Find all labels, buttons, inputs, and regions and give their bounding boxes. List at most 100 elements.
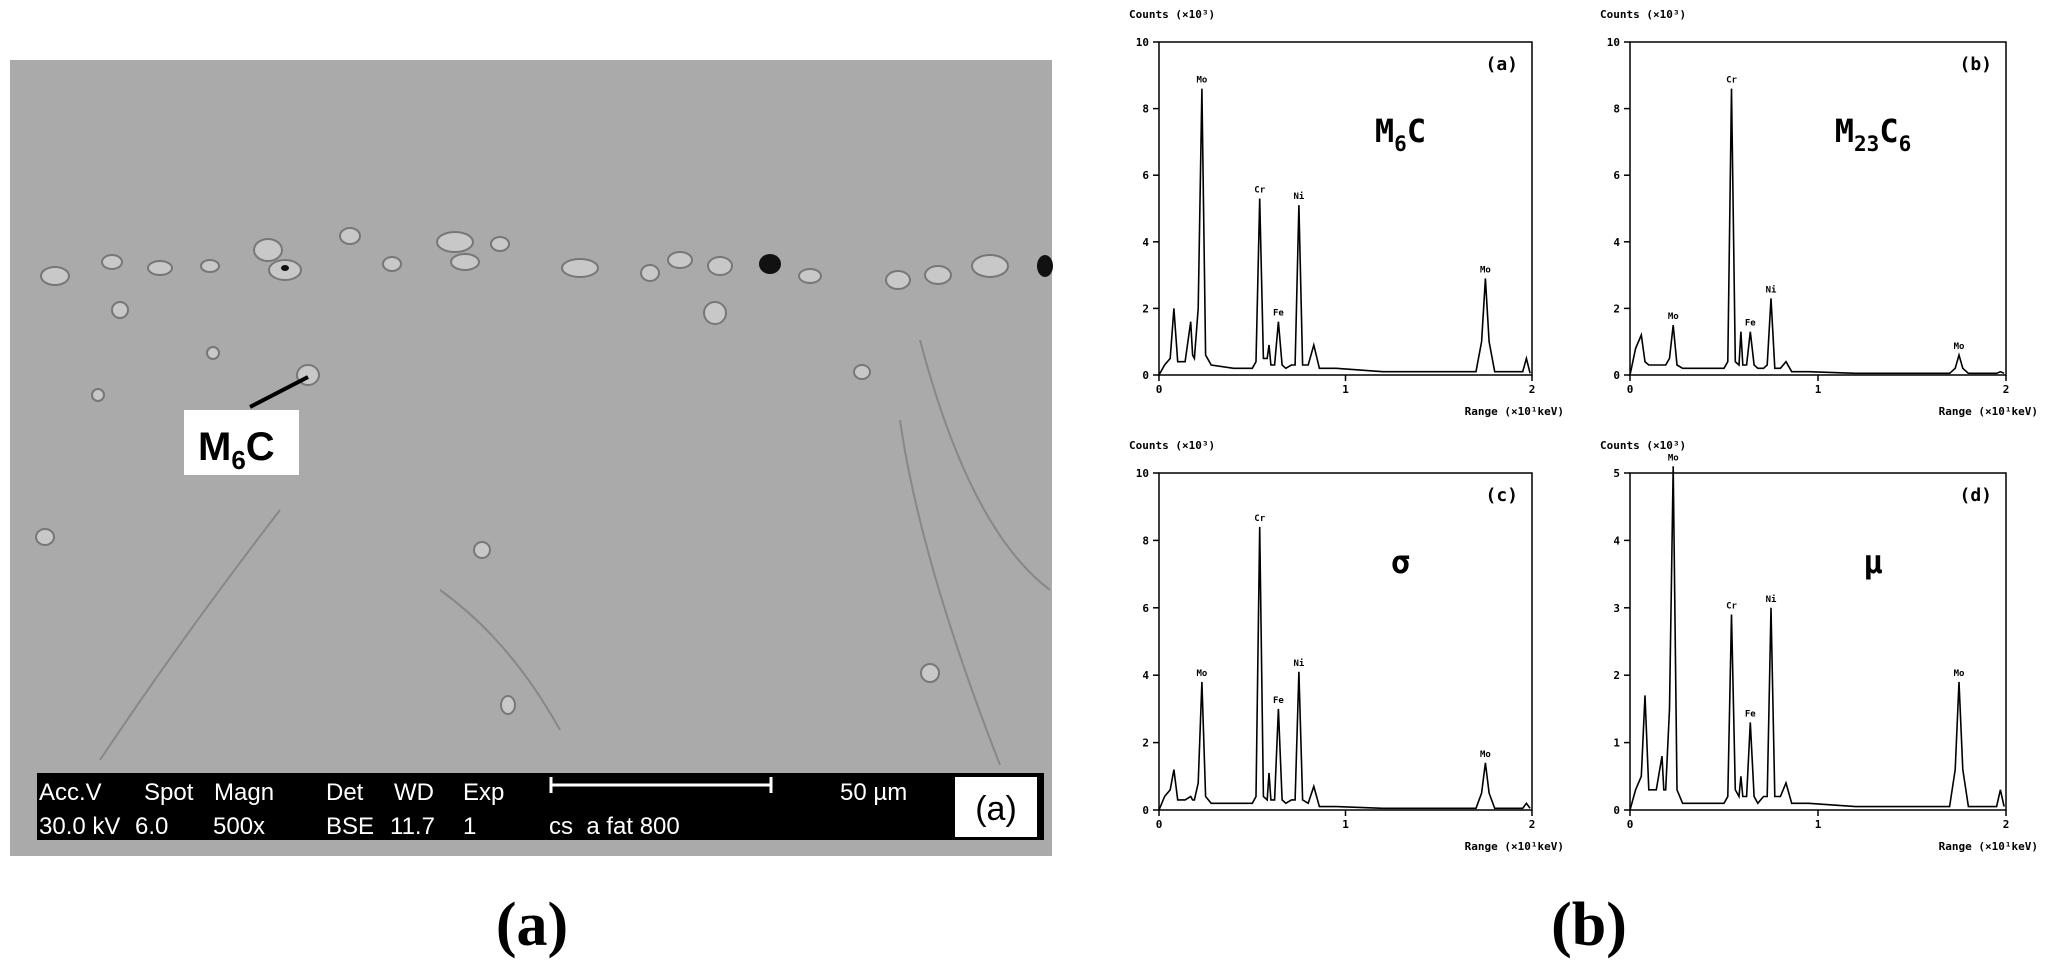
info-bar: [37, 773, 1044, 840]
peak-label: Fe: [1273, 696, 1284, 706]
y-tick-label: 10: [1136, 36, 1149, 49]
marker-part: 6: [231, 445, 245, 475]
y-tick-label: 6: [1142, 602, 1149, 615]
info-value: 500x: [213, 813, 265, 840]
peak-label: Mo: [1668, 312, 1679, 322]
x-tick-label: 0: [1156, 383, 1163, 396]
phase-label-part: 6: [1899, 132, 1912, 156]
panel-tag: (a): [1485, 54, 1518, 75]
panel-tag: (a): [975, 790, 1017, 828]
x-tick-label: 0: [1627, 383, 1634, 396]
phase-label-part: 6: [1394, 132, 1407, 156]
y-tick-label: 4: [1613, 534, 1620, 547]
marker-part: M: [198, 425, 231, 469]
marker-box: [184, 410, 299, 475]
phase-label-part: M: [1835, 112, 1854, 150]
x-axis-label: Range (×10¹keV): [1465, 840, 1564, 853]
y-axis-label: Counts (×10³): [1600, 8, 1686, 21]
peak-label: Cr: [1254, 514, 1265, 524]
y-tick-label: 1: [1613, 737, 1620, 750]
info-header: Spot: [144, 779, 194, 806]
x-tick-label: 1: [1342, 818, 1349, 831]
scale-bar: [549, 777, 773, 793]
y-tick-label: 2: [1142, 737, 1149, 750]
marker-label: M6C: [198, 425, 275, 475]
y-tick-label: 4: [1613, 236, 1620, 249]
y-tick-label: 2: [1142, 302, 1149, 315]
y-tick-label: 6: [1142, 169, 1149, 182]
peak-label: Ni: [1293, 658, 1304, 669]
grain-boundaries: [99, 339, 1051, 766]
spectrum-panel: Counts (×10³) Range (×10¹keV) (b) 0 2 4 6 8 10 0 1…: [1600, 8, 2038, 418]
peak-label: Ni: [1766, 284, 1777, 295]
sem-background: [10, 60, 1052, 856]
peak-label: Fe: [1745, 709, 1756, 719]
phase-label-part: μ: [1863, 543, 1882, 581]
info-value: 1: [463, 813, 476, 840]
y-axis-label: Counts (×10³): [1129, 439, 1215, 452]
y-tick-label: 8: [1142, 534, 1149, 547]
phase-label: σ: [1391, 543, 1410, 581]
y-tick-label: 0: [1142, 804, 1149, 817]
marker-part: C: [246, 425, 275, 469]
marker-arrow: [249, 375, 309, 409]
info-header: Magn: [214, 779, 274, 806]
y-tick-label: 8: [1613, 103, 1620, 116]
phase-label-part: C: [1407, 112, 1426, 150]
peak-label: Fe: [1273, 309, 1284, 319]
y-tick-label: 2: [1613, 669, 1620, 682]
peak-label: Ni: [1766, 594, 1777, 605]
scale-bar-label: 50 µm: [840, 779, 907, 806]
panel-tag: (c): [1485, 485, 1518, 506]
info-value: BSE: [326, 813, 374, 840]
peak-label: Mo: [1196, 669, 1207, 679]
phase-label-part: σ: [1391, 543, 1410, 581]
phase-label: μ: [1863, 543, 1882, 581]
x-axis-label: Range (×10¹keV): [1939, 840, 2038, 853]
x-axis-label: Range (×10¹keV): [1939, 405, 2038, 418]
phase-label-part: M: [1375, 112, 1394, 150]
phase-label: M23C6: [1835, 112, 1911, 156]
spectrum-panel: Counts (×10³) Range (×10¹keV) (c) 0 2 4 6 8 10 0 1…: [1129, 439, 1564, 853]
y-tick-label: 4: [1142, 669, 1149, 682]
peak-label: Mo: [1954, 669, 1965, 679]
x-tick-label: 0: [1156, 818, 1163, 831]
info-header: Det: [326, 779, 364, 806]
spectrum-line: [1629, 88, 2005, 376]
y-tick-label: 3: [1613, 602, 1620, 615]
panel-tag: (d): [1959, 485, 1992, 506]
panel-tag: (b): [1959, 54, 1992, 75]
info-header: Exp: [463, 779, 504, 806]
y-tick-label: 4: [1142, 236, 1149, 249]
y-tick-label: 0: [1613, 369, 1620, 382]
particles: [35, 227, 1009, 715]
peak-label: Mo: [1954, 342, 1965, 352]
plot-frame: [1158, 41, 1533, 376]
peak-label: Ni: [1293, 191, 1304, 202]
phase-label-part: 23: [1854, 132, 1879, 156]
phase-label-part: C: [1879, 112, 1898, 150]
caption: (a): [496, 891, 568, 959]
plot-frame: [1629, 472, 2007, 811]
info-header: Acc.V: [39, 779, 102, 806]
x-tick-label: 0: [1627, 818, 1634, 831]
plot-frame: [1629, 41, 2007, 376]
plot-frame: [1158, 472, 1533, 811]
y-tick-label: 0: [1142, 369, 1149, 382]
y-axis-label: Counts (×10³): [1600, 439, 1686, 452]
peak-label: Cr: [1254, 186, 1265, 196]
y-tick-label: 10: [1607, 36, 1620, 49]
y-tick-label: 5: [1613, 467, 1620, 480]
phase-label: M6C: [1375, 112, 1426, 156]
peak-label: Mo: [1480, 265, 1491, 275]
spectrum-panel: Counts (×10³) Range (×10¹keV) (a) 0 2 4 6 8 10 0 1…: [1129, 8, 1564, 418]
info-value: 30.0 kV: [39, 813, 120, 840]
x-tick-label: 1: [1815, 818, 1822, 831]
pores: [281, 254, 1053, 277]
x-tick-label: 2: [2003, 383, 2010, 396]
spectrum-panel: Counts (×10³) Range (×10¹keV) (d) 0 1 2 3 4 5 0 1 2…: [1600, 439, 2038, 853]
info-value: 6.0: [135, 813, 168, 840]
peak-label: Cr: [1726, 602, 1737, 612]
